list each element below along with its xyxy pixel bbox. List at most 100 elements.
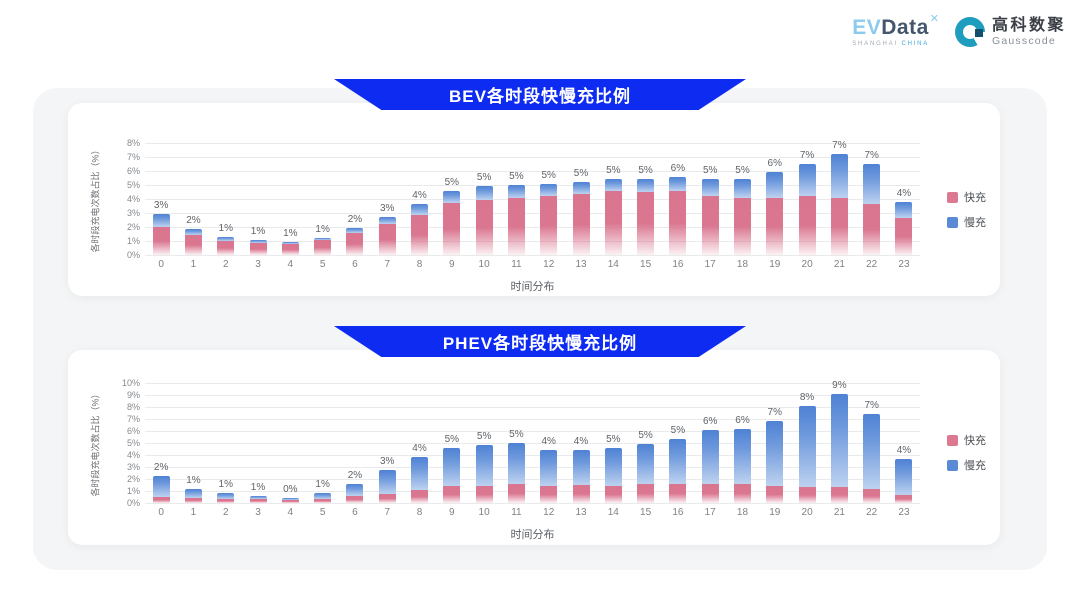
gridline <box>145 241 920 242</box>
bar-segment-slow <box>701 430 719 485</box>
bar-total-label: 6% <box>670 163 686 175</box>
bar-segment-slow <box>507 185 525 199</box>
bar-column: 7% <box>823 140 855 255</box>
bar-stack <box>475 186 493 255</box>
x-tick-label: 3 <box>255 259 261 270</box>
bar-segment-slow <box>540 183 558 196</box>
bar-total-label: 7% <box>799 150 815 161</box>
y-tick-label: 3% <box>126 208 140 218</box>
bar-segment-fast <box>411 215 429 255</box>
bar-segment-fast <box>863 203 881 255</box>
x-tick-label: 3 <box>255 507 261 518</box>
bar-total-label: 7% <box>864 400 879 412</box>
x-tick-label: 20 <box>801 259 813 270</box>
bar-segment-slow <box>475 186 493 200</box>
bar-column: 9% <box>823 380 855 503</box>
x-tick-label: 16 <box>672 259 684 270</box>
bar-segment-fast <box>217 499 235 503</box>
evdata-data-text: Data <box>881 16 929 39</box>
legend-swatch <box>947 216 958 228</box>
bar-segment-slow <box>637 179 655 192</box>
bar-column: 1% <box>306 143 338 255</box>
x-tick-label: 8 <box>416 259 423 270</box>
legend-swatch <box>947 191 958 203</box>
bar-total-label: 3% <box>379 456 395 467</box>
bar-segment-fast <box>701 484 719 503</box>
bar-stack <box>346 484 364 503</box>
bar-column: 5% <box>629 383 661 503</box>
bar-column: 6% <box>726 383 758 503</box>
bar-stack <box>798 164 816 255</box>
x-tick-label: 21 <box>833 507 845 518</box>
bar-segment-fast <box>249 499 267 503</box>
x-tick-label: 2 <box>222 507 229 518</box>
evdata-wordmark: EV Data ✕ <box>852 14 939 39</box>
gridline <box>145 491 920 492</box>
bar-stack <box>766 171 784 255</box>
bar-segment-slow <box>249 495 267 500</box>
x-tick-label: 9 <box>449 507 455 518</box>
bar-column: 2% <box>339 383 371 503</box>
bar-stack <box>281 241 299 255</box>
x-tick-label: 22 <box>866 259 878 270</box>
bar-segment-fast <box>443 486 461 503</box>
bar-column: 1% <box>274 143 306 255</box>
bar-column: 6% <box>694 383 726 503</box>
bar-segment-slow <box>863 414 881 490</box>
bar-segment-slow <box>540 450 558 486</box>
evdata-ev-text: EV <box>852 16 882 39</box>
gridline <box>145 199 920 200</box>
y-axis-label: 各时段充电次数占比（%） <box>90 145 101 253</box>
gridline <box>145 503 920 504</box>
bar-stack <box>507 443 525 503</box>
legend-item: 快充 <box>947 432 986 448</box>
bar-total-label: 7% <box>864 150 879 161</box>
gridline <box>145 407 920 408</box>
bar-total-label: 5% <box>638 429 653 441</box>
bar-segment-slow <box>443 447 461 487</box>
bar-stack <box>637 179 655 255</box>
x-tick-label: 18 <box>736 507 749 518</box>
bar-stack <box>766 421 784 503</box>
gausscode-chinese-name: 高科数聚 <box>991 16 1066 34</box>
bar-segment-fast <box>378 494 396 503</box>
x-tick-label: 16 <box>672 507 684 518</box>
gridline <box>145 143 920 144</box>
bar-segment-slow <box>863 164 881 204</box>
bar-segment-fast <box>443 203 461 255</box>
x-tick-label: 9 <box>449 259 455 270</box>
bar-total-label: 1% <box>315 478 330 490</box>
bar-total-label: 5% <box>541 169 556 181</box>
y-tick-label: 0% <box>126 250 140 260</box>
bar-segment-fast <box>152 227 170 255</box>
x-tick-label: 22 <box>866 507 878 518</box>
bar-total-label: 0% <box>283 483 298 495</box>
x-tick-label: 0 <box>158 259 164 270</box>
gridline <box>145 171 920 172</box>
bar-total-label: 5% <box>444 433 460 445</box>
bar-total-label: 5% <box>509 171 524 182</box>
evdata-subtitle: SHANGHAI CHINA <box>852 41 929 47</box>
y-tick-label: 0% <box>126 498 140 508</box>
bar-segment-fast <box>766 197 784 255</box>
legend-label: 快充 <box>964 435 986 447</box>
bar-segment-slow <box>701 178 719 197</box>
gausscode-text: 高科数聚 Gausscode <box>991 16 1066 47</box>
bar-column: 1% <box>242 143 274 255</box>
x-tick-label: 2 <box>222 259 229 270</box>
x-tick-label: 4 <box>287 259 294 270</box>
bar-column: 2% <box>177 143 209 255</box>
bar-segment-slow <box>152 476 170 497</box>
bar-column: 6% <box>662 143 694 255</box>
bar-segment-fast <box>184 498 202 503</box>
legend-item: 快充 <box>947 189 986 205</box>
bar-stack <box>572 182 590 255</box>
bar-segment-slow <box>507 443 525 485</box>
evdata-subtitle-shanghai: SHANGHAI <box>852 41 898 47</box>
bar-column: 6% <box>759 143 791 255</box>
bar-segment-fast <box>637 192 655 255</box>
bar-stack <box>895 201 913 255</box>
phev-chart-card: 各时段充电次数占比（%） 0% 1% 2% 3% 4% 5% 6% 7% 8% 9% 10% 2% 1% 1… <box>68 350 1000 545</box>
bar-segment-slow <box>830 393 848 488</box>
